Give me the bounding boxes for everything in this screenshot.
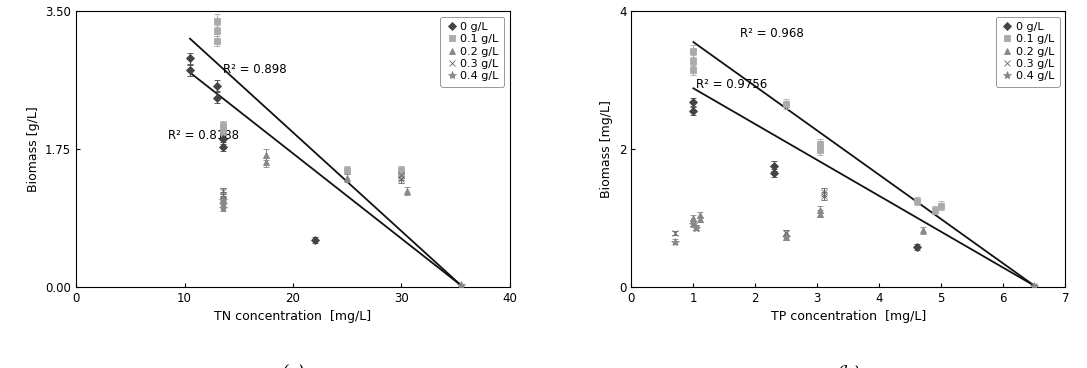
Text: (a): (a)	[282, 364, 304, 368]
Y-axis label: Biomass [g/L]: Biomass [g/L]	[26, 106, 39, 192]
Text: R² = 0.968: R² = 0.968	[740, 27, 803, 40]
X-axis label: TP concentration  [mg/L]: TP concentration [mg/L]	[771, 311, 926, 323]
Text: R² = 0.898: R² = 0.898	[223, 63, 286, 75]
Legend: 0 g/L, 0.1 g/L, 0.2 g/L, 0.3 g/L, 0.4 g/L: 0 g/L, 0.1 g/L, 0.2 g/L, 0.3 g/L, 0.4 g/…	[440, 17, 504, 86]
Legend: 0 g/L, 0.1 g/L, 0.2 g/L, 0.3 g/L, 0.4 g/L: 0 g/L, 0.1 g/L, 0.2 g/L, 0.3 g/L, 0.4 g/…	[996, 17, 1060, 86]
Text: R² = 0.9756: R² = 0.9756	[697, 78, 767, 91]
Text: (b): (b)	[837, 364, 860, 368]
X-axis label: TN concentration  [mg/L]: TN concentration [mg/L]	[214, 311, 372, 323]
Text: R² = 0.8188: R² = 0.8188	[168, 129, 239, 142]
Y-axis label: Biomass [mg/L]: Biomass [mg/L]	[600, 100, 613, 198]
